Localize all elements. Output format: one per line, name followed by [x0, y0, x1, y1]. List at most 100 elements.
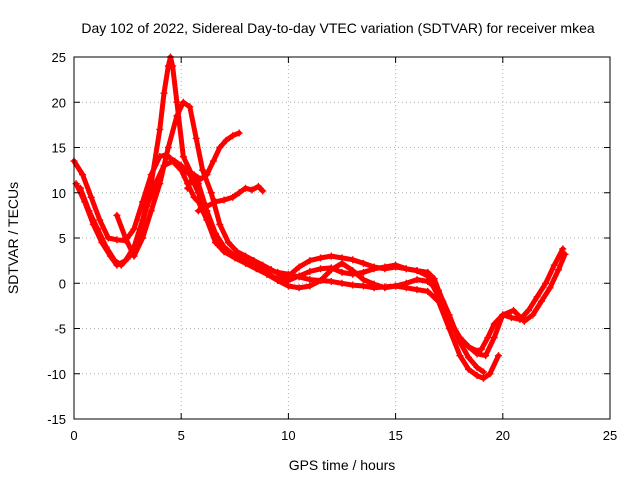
data-point [495, 352, 503, 360]
data-point [203, 171, 211, 179]
data-point [559, 245, 567, 253]
data-point [164, 144, 172, 151]
data-point [370, 280, 378, 288]
data-point [327, 266, 335, 274]
data-point [464, 353, 472, 361]
data-point [130, 225, 138, 233]
data-point [359, 282, 367, 290]
data-point [402, 279, 410, 287]
data-point [233, 248, 241, 256]
data-point [267, 266, 275, 274]
y-axis-label: SDTVAR / TECUs [5, 182, 21, 294]
data-point [179, 98, 187, 106]
data-point [203, 202, 211, 210]
data-point [169, 62, 177, 70]
data-point [555, 266, 563, 274]
data-series [70, 53, 569, 382]
data-point [464, 343, 472, 351]
data-point [370, 263, 378, 271]
data-point [499, 311, 507, 319]
data-point [306, 276, 314, 284]
data-point [480, 368, 488, 376]
y-tick-label: -10 [47, 367, 66, 382]
data-point [212, 234, 220, 242]
data-point [295, 263, 303, 271]
data-point [473, 363, 481, 371]
y-tick-label: 25 [52, 50, 66, 65]
y-tick-label: 15 [52, 141, 66, 156]
data-point [111, 257, 119, 265]
x-tick-label: 15 [388, 428, 402, 443]
chart-title: Day 102 of 2022, Sidereal Day-to-day VTE… [81, 20, 594, 36]
data-point [94, 225, 102, 233]
data-point [87, 193, 95, 201]
data-point [220, 248, 228, 256]
data-point [473, 350, 481, 358]
data-point [76, 184, 84, 192]
data-point [102, 243, 110, 251]
data-point [306, 267, 314, 275]
y-tick-labels: -15 -10 -5 0 5 10 15 20 25 [47, 50, 66, 427]
data-point [130, 252, 138, 260]
series-line-3 [77, 158, 486, 375]
data-point [194, 207, 202, 215]
y-tick-label: -5 [54, 322, 66, 337]
data-point [274, 277, 282, 285]
data-point [445, 325, 453, 332]
data-point [263, 270, 271, 278]
data-point [231, 254, 239, 262]
data-point [490, 320, 498, 328]
data-point [242, 259, 250, 267]
data-point [276, 270, 284, 278]
data-point [156, 125, 164, 133]
y-tick-label: -15 [47, 412, 66, 427]
data-point [235, 129, 243, 137]
data-point [254, 182, 262, 190]
data-point [392, 282, 400, 290]
data-point [160, 89, 168, 97]
data-point [359, 259, 367, 267]
data-point [113, 211, 121, 219]
data-point [194, 180, 202, 188]
data-point [520, 317, 528, 325]
data-point [445, 315, 453, 323]
data-point [173, 98, 181, 106]
data-point [424, 287, 432, 295]
y-tick-label: 5 [59, 231, 66, 246]
data-point [480, 374, 488, 382]
data-point [338, 268, 346, 276]
data-point [139, 234, 147, 242]
data-point [456, 334, 464, 342]
data-point [424, 272, 432, 280]
data-point [212, 198, 220, 206]
data-point [199, 166, 207, 174]
data-point [338, 254, 346, 262]
data-point [529, 311, 537, 319]
data-point [169, 157, 177, 165]
data-point [456, 352, 464, 360]
data-point [186, 103, 194, 111]
data-point [216, 220, 224, 228]
data-point [229, 132, 237, 140]
x-tick-label: 25 [603, 428, 617, 443]
data-point [317, 265, 325, 273]
data-point [306, 282, 314, 290]
data-point [190, 193, 198, 201]
data-point [220, 196, 228, 204]
data-point [392, 263, 400, 271]
series-points-6 [194, 182, 267, 215]
data-point [203, 216, 211, 224]
data-point [507, 314, 515, 322]
data-point [349, 267, 357, 275]
data-point [173, 112, 181, 120]
data-point [473, 372, 481, 380]
data-point [484, 334, 492, 342]
data-point [525, 306, 533, 314]
data-point [216, 144, 224, 151]
data-point [250, 257, 258, 265]
data-point [192, 134, 200, 142]
x-tick-label: 20 [496, 428, 510, 443]
data-point [79, 171, 87, 179]
series-line-4 [114, 99, 568, 359]
